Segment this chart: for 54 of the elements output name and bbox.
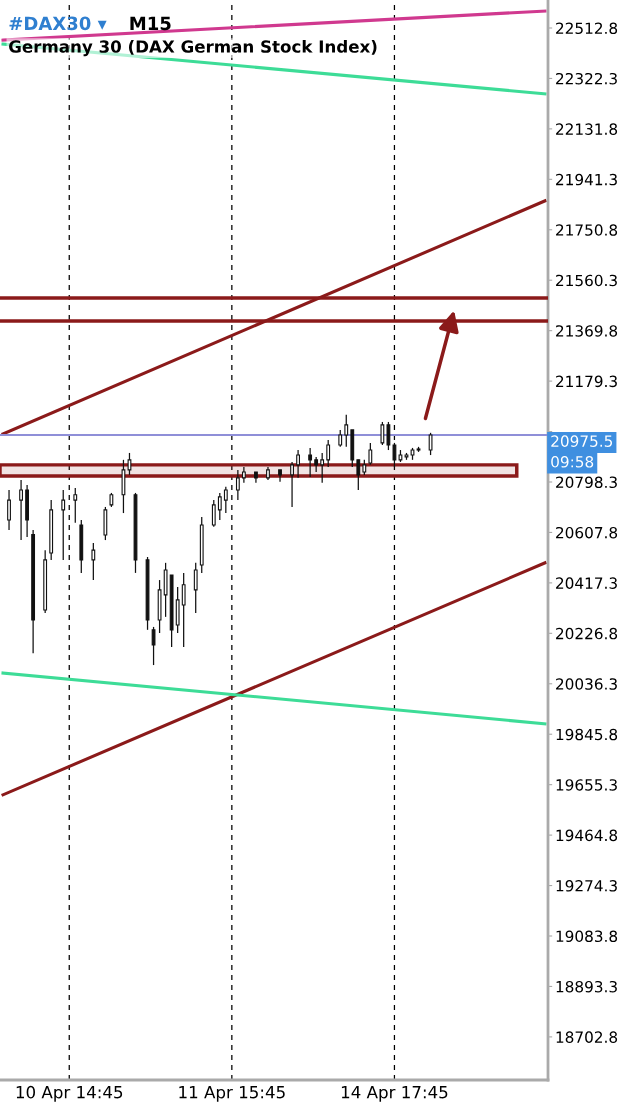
candlestick [326, 439, 331, 468]
candlestick [151, 626, 156, 666]
annotation: Germany 30 (DAX German Stock Index) [9, 39, 377, 57]
candlestick [7, 489, 11, 531]
y-tick-label: 22131.8 [556, 123, 618, 135]
y-tick-label: 18702.8 [556, 1031, 618, 1043]
candlestick [320, 452, 325, 484]
candlestick [211, 499, 216, 528]
y-tick-label: 21750.8 [556, 224, 618, 236]
text: 09:58 [551, 456, 594, 468]
y-tick-label: 21179.3 [556, 375, 617, 388]
candlestick [308, 447, 313, 478]
candlestick [235, 469, 240, 501]
y-tick-label: 22512.8 [556, 22, 618, 35]
y-tick-label: 21369.8 [556, 325, 618, 337]
y-tick-label: 20607.8 [556, 526, 618, 539]
candlestick [368, 442, 373, 466]
x-tick-label: 11 Apr 15:45 [179, 1086, 285, 1102]
y-tick-label: 19274.3 [556, 880, 617, 892]
candlestick [193, 562, 198, 614]
candlestick [386, 421, 391, 451]
y-tick-label: 20798.3 [556, 476, 617, 489]
y-tick-label: 21560.3 [556, 274, 617, 287]
candlestick [296, 449, 300, 479]
candlestick [61, 489, 66, 561]
candlestick [428, 432, 433, 456]
candlestick [217, 492, 222, 521]
candlestick [392, 442, 397, 468]
candlestick [380, 421, 385, 446]
x-tick-label: 10 Apr 14:45 [16, 1085, 123, 1102]
candlestick [73, 487, 78, 524]
candlestick [223, 486, 228, 514]
y-tick-label: 20226.8 [556, 627, 618, 640]
text: #DAX30 ▾ [9, 16, 107, 31]
candlestick [241, 466, 246, 484]
y-tick-label: 20036.3 [556, 678, 617, 690]
x-tick-label: 14 Apr 17:45 [341, 1086, 448, 1102]
candlestick [344, 414, 349, 448]
candlestick [91, 542, 96, 581]
candlestick [356, 459, 361, 491]
candlestick [181, 572, 186, 648]
candlestick [19, 479, 23, 541]
y-tick-label: 19655.3 [556, 779, 617, 791]
y-tick-label: 18893.3 [556, 980, 617, 993]
candlestick [290, 461, 294, 508]
y-tick-label: 19845.8 [556, 728, 618, 741]
y-tick-label: 19083.8 [556, 930, 618, 943]
y-tick-label: 21941.3 [556, 173, 617, 186]
ref-line-label: 20975.5 [551, 435, 613, 447]
y-tick-label: 20417.3 [556, 577, 617, 589]
candlestick [127, 452, 132, 476]
text: M15 [130, 16, 171, 31]
y-tick-label: 22322.3 [556, 72, 617, 85]
y-tick-label: 19464.8 [556, 829, 618, 842]
